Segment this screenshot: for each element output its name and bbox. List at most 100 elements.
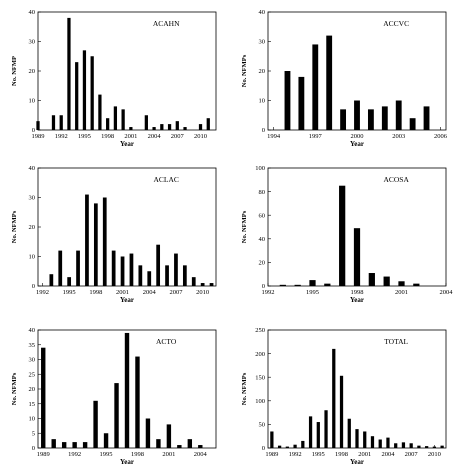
x-tick-label: 2006 [434,133,448,140]
bar [124,332,130,448]
bar [363,431,367,448]
y-axis-label: No. NFMPs [241,54,248,87]
chart-panel-acahn: 0 10 20 30 40 1989 1992 1995 1998 2001 2004 2007 201… [11,9,217,148]
chart-panel-aclac: 0 10 20 30 40 1992 1995 1998 2001 2004 2007 2010 Yea… [11,165,217,304]
y-tick-label: 20 [29,68,36,75]
x-tick-label: 1995 [100,451,113,458]
bar [144,115,148,130]
bar [354,100,360,130]
y-tick-label: 0 [262,127,265,134]
x-tick-label: 1995 [78,133,91,140]
bar [160,124,164,130]
y-tick-label: 250 [255,327,265,334]
bar [76,250,80,286]
bar [326,35,333,130]
chart-panel-acto: 0 5 10 15 20 25 30 35 40 1989 1992 1995 1998 2001 2004… [11,327,217,466]
bar [270,431,274,448]
bar [93,203,98,286]
y-tick-label: 15 [29,401,36,408]
plot-frame [37,167,217,287]
bar [98,94,102,130]
bar [129,253,134,286]
x-tick-label: 2007 [405,451,419,458]
bar [332,348,336,448]
bar [209,283,214,286]
bar [378,439,382,448]
plot-frame [37,11,217,131]
bar [284,71,291,130]
y-tick-label: 80 [259,189,266,196]
x-tick-label: 1997 [309,133,323,140]
bar [82,50,87,130]
x-tick-label: 1998 [89,289,102,296]
x-tick-label: 2004 [143,289,157,296]
chart-title: ACAHN [153,19,180,28]
y-axis-label: No. NFMPs [241,210,248,243]
bar [383,276,390,286]
y-tick-label: 10 [29,254,36,261]
chart-title: TOTAL [384,337,408,346]
chart-title: ACTO [156,337,177,346]
y-tick-label: 40 [29,165,36,172]
x-tick-label: 1992 [68,451,81,458]
x-tick-label: 1998 [351,289,364,296]
bar [51,115,56,130]
x-axis-label: Year [120,458,134,466]
y-tick-label: 30 [29,195,36,202]
x-axis-label: Year [350,458,364,466]
y-tick-label: 20 [29,386,36,393]
bar [135,356,140,448]
bar [106,118,110,130]
bar [90,56,94,130]
bar [61,442,67,448]
y-tick-label: 0 [262,283,265,290]
x-tick-label: 1992 [289,451,302,458]
bar [339,185,346,286]
bar [417,445,421,448]
bar [279,284,286,286]
x-tick-label: 2004 [148,133,162,140]
y-tick-label: 100 [255,165,265,172]
y-axis-label: No. NFMP [11,56,18,86]
y-tick-label: 10 [259,98,266,105]
bar [440,445,444,448]
x-tick-label: 1992 [262,289,275,296]
x-tick-label: 1995 [306,289,319,296]
y-tick-label: 0 [32,127,35,134]
bar [49,274,54,286]
bar [395,100,402,130]
bar [93,400,98,448]
bar [187,439,193,448]
bar [324,283,331,286]
bar [147,271,152,286]
x-tick-label: 2007 [169,289,183,296]
x-tick-label: 1995 [312,451,325,458]
bar [58,250,63,286]
x-tick-label: 2001 [358,451,371,458]
y-tick-label: 0 [32,283,35,290]
x-tick-label: 2001 [124,133,137,140]
bar [324,410,328,448]
x-tick-label: 2004 [381,451,395,458]
bar [381,106,388,130]
bar [175,121,179,130]
chart-panel-accvc: 0 10 20 30 40 1994 1997 2000 2003 2006 Year No. NFM… [241,9,448,148]
x-tick-label: 1998 [101,133,114,140]
y-tick-label: 200 [255,351,265,358]
x-tick-label: 1989 [265,451,278,458]
x-tick-label: 2001 [162,451,175,458]
bar [312,44,319,131]
bar [285,446,289,448]
bar [183,127,187,130]
bar [386,437,390,448]
bar [368,273,375,286]
y-tick-label: 10 [29,98,36,105]
bar [277,445,282,448]
bar [41,347,46,448]
bar [308,416,313,448]
y-tick-label: 30 [29,39,36,46]
y-tick-label: 0 [32,445,35,452]
bar [394,443,398,448]
x-axis-label: Year [350,296,364,304]
